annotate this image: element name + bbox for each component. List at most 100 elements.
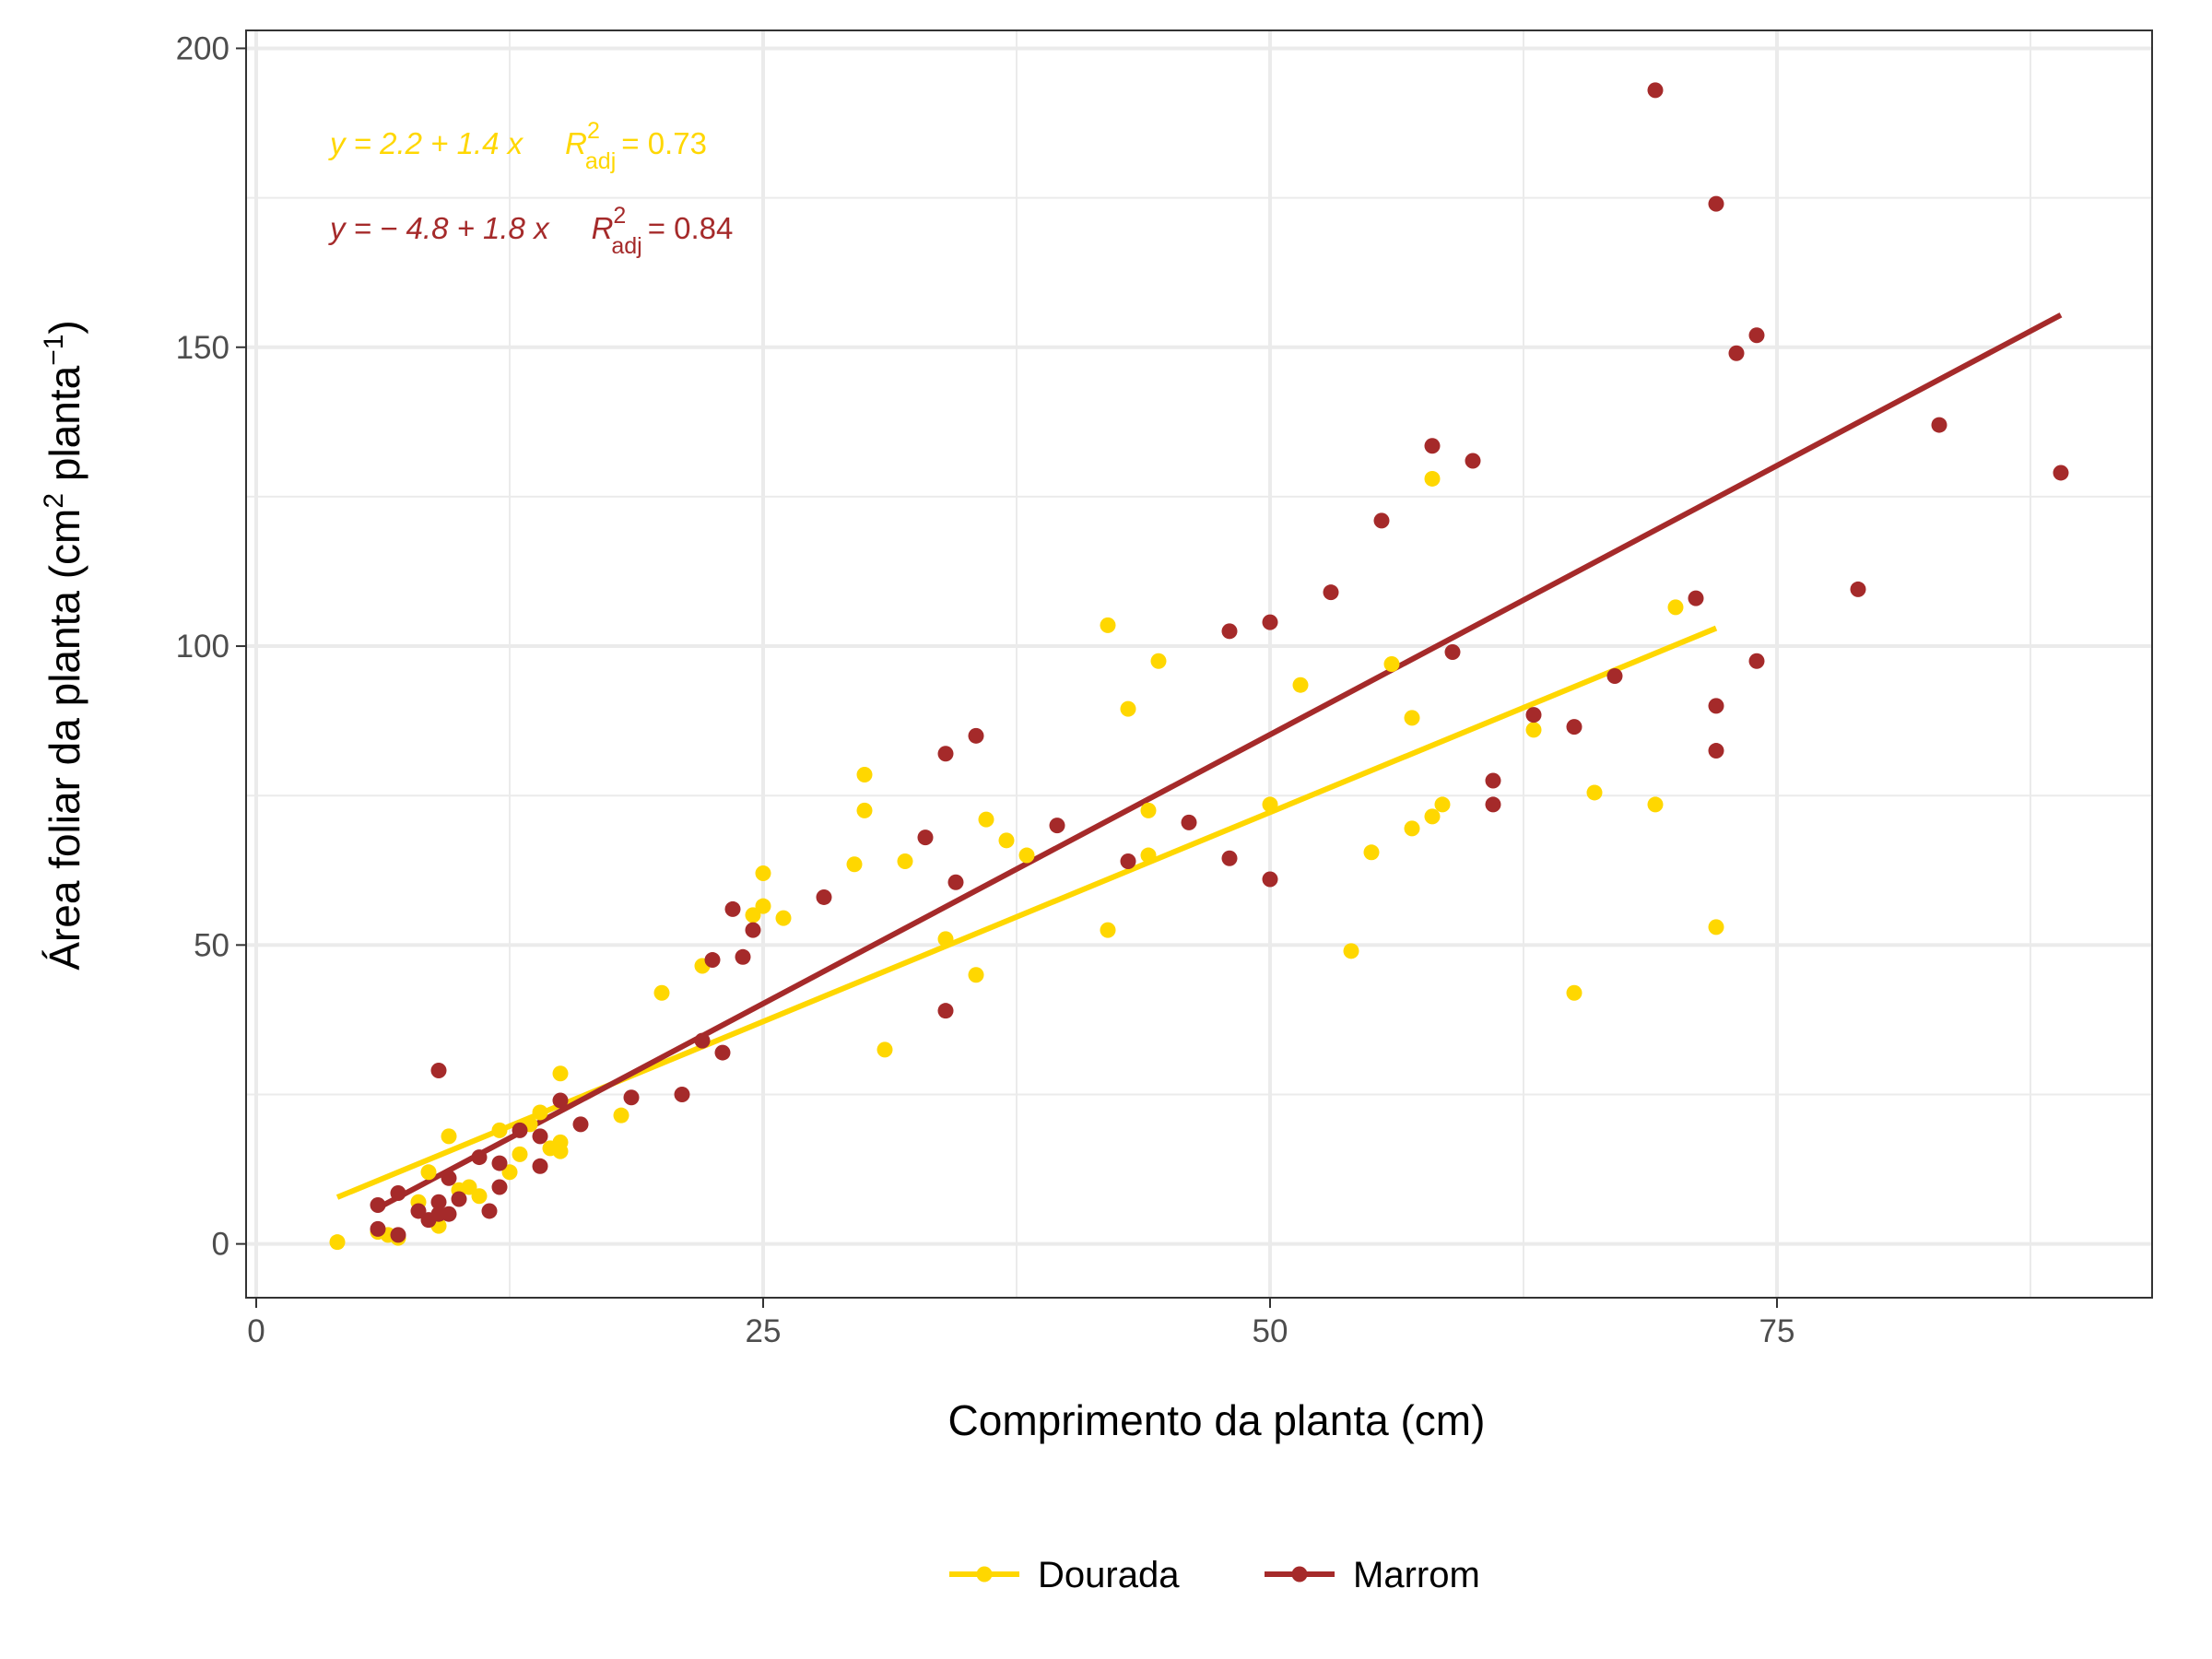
legend-key-point-marrom bbox=[1291, 1566, 1308, 1583]
point-dourada bbox=[998, 832, 1015, 849]
point-dourada bbox=[755, 865, 771, 882]
point-marrom bbox=[968, 727, 984, 744]
point-dourada bbox=[653, 984, 670, 1001]
y-tick-label: 100 bbox=[176, 629, 229, 665]
point-dourada bbox=[1343, 943, 1359, 959]
y-tick-label: 0 bbox=[212, 1227, 229, 1263]
point-marrom bbox=[1606, 667, 1623, 684]
y-axis-title-mid: planta bbox=[41, 365, 88, 493]
equation-dourada: y = 2.2 + 1.4 x R2 adj= 0.73 bbox=[328, 118, 707, 174]
point-marrom bbox=[430, 1063, 447, 1079]
point-marrom bbox=[1748, 653, 1765, 669]
point-marrom bbox=[512, 1122, 528, 1138]
point-marrom bbox=[552, 1092, 569, 1109]
point-dourada bbox=[1120, 700, 1136, 717]
y-tick-label: 50 bbox=[194, 927, 229, 963]
y-tick-label: 150 bbox=[176, 330, 229, 366]
equation-r-sub: adj bbox=[585, 148, 616, 174]
equation-rhs: = 0.73 bbox=[621, 126, 707, 160]
equation-r-sub: adj bbox=[611, 233, 641, 259]
point-dourada bbox=[1404, 710, 1420, 726]
point-marrom bbox=[714, 1044, 731, 1061]
point-marrom bbox=[1120, 853, 1136, 870]
point-marrom bbox=[471, 1149, 488, 1166]
x-tick-label: 0 bbox=[247, 1313, 265, 1349]
point-marrom bbox=[947, 874, 964, 890]
point-dourada bbox=[846, 856, 863, 873]
point-marrom bbox=[623, 1089, 640, 1106]
point-marrom bbox=[1262, 614, 1278, 630]
legend: Dourada Marrom bbox=[949, 1555, 1480, 1595]
data-points bbox=[329, 82, 2069, 1251]
point-dourada bbox=[1018, 847, 1035, 864]
x-tick-label: 75 bbox=[1759, 1313, 1795, 1349]
point-dourada bbox=[613, 1107, 629, 1124]
point-marrom bbox=[1931, 417, 1947, 433]
point-marrom bbox=[1444, 644, 1461, 661]
point-marrom bbox=[816, 888, 832, 905]
point-dourada bbox=[1100, 922, 1116, 938]
point-dourada bbox=[1383, 656, 1400, 672]
point-marrom bbox=[491, 1155, 508, 1171]
point-marrom bbox=[451, 1191, 467, 1207]
point-marrom bbox=[1485, 772, 1501, 789]
equation-rhs: = 0.84 bbox=[648, 211, 734, 245]
point-marrom bbox=[1748, 327, 1765, 344]
x-axis-title: Comprimento da planta (cm) bbox=[948, 1396, 1486, 1444]
point-marrom bbox=[532, 1128, 548, 1145]
point-marrom bbox=[481, 1203, 498, 1219]
axis-ticks: 0 25 50 75 0 50 100 150 200 bbox=[176, 30, 1795, 1349]
point-dourada bbox=[877, 1041, 893, 1058]
point-marrom bbox=[430, 1194, 447, 1210]
equation-lhs: y = − 4.8 + 1.8 x bbox=[328, 211, 550, 245]
point-dourada bbox=[441, 1128, 457, 1145]
legend-label-dourada: Dourada bbox=[1038, 1555, 1180, 1595]
point-marrom bbox=[532, 1158, 548, 1174]
point-marrom bbox=[1049, 818, 1065, 834]
point-marrom bbox=[441, 1206, 457, 1222]
regression-equations: y = 2.2 + 1.4 x R2 adj= 0.73y = − 4.8 + 1.… bbox=[328, 118, 733, 259]
point-marrom bbox=[1708, 743, 1724, 759]
y-axis-title-sup-2: −1 bbox=[39, 335, 69, 366]
point-marrom bbox=[937, 746, 954, 762]
point-dourada bbox=[897, 853, 913, 870]
point-marrom bbox=[1485, 796, 1501, 813]
point-dourada bbox=[501, 1164, 518, 1181]
point-marrom bbox=[735, 948, 751, 965]
point-dourada bbox=[1363, 844, 1380, 861]
point-marrom bbox=[1221, 623, 1238, 640]
equation-gap: R bbox=[565, 126, 587, 160]
point-marrom bbox=[572, 1116, 589, 1133]
point-dourada bbox=[1140, 847, 1157, 864]
point-dourada bbox=[491, 1122, 508, 1138]
point-marrom bbox=[1465, 453, 1481, 469]
point-marrom bbox=[1708, 195, 1724, 212]
point-dourada bbox=[420, 1164, 437, 1181]
point-dourada bbox=[512, 1146, 528, 1162]
point-dourada bbox=[856, 802, 873, 818]
x-tick-label: 50 bbox=[1253, 1313, 1288, 1349]
point-dourada bbox=[1525, 722, 1542, 738]
equation-marrom: y = − 4.8 + 1.8 x R2 adj = 0.84 bbox=[328, 203, 733, 259]
point-marrom bbox=[1566, 719, 1583, 735]
equation-r-sup: 2 bbox=[587, 118, 600, 144]
point-dourada bbox=[1647, 796, 1664, 813]
point-marrom bbox=[1181, 814, 1197, 830]
point-marrom bbox=[390, 1227, 406, 1243]
y-axis-title-end: ) bbox=[41, 320, 88, 334]
point-marrom bbox=[1373, 512, 1390, 529]
point-marrom bbox=[1262, 871, 1278, 888]
point-dourada bbox=[1100, 617, 1116, 633]
point-dourada bbox=[552, 1143, 569, 1159]
point-marrom bbox=[370, 1220, 386, 1237]
point-marrom bbox=[694, 1032, 711, 1049]
point-dourada bbox=[937, 931, 954, 947]
point-dourada bbox=[1708, 919, 1724, 935]
y-axis-title: Área foliar da planta (cm2 planta−1) bbox=[39, 320, 88, 971]
point-dourada bbox=[1150, 653, 1167, 669]
point-marrom bbox=[917, 830, 934, 846]
point-marrom bbox=[724, 900, 741, 917]
point-dourada bbox=[1424, 470, 1441, 487]
point-marrom bbox=[704, 952, 721, 969]
